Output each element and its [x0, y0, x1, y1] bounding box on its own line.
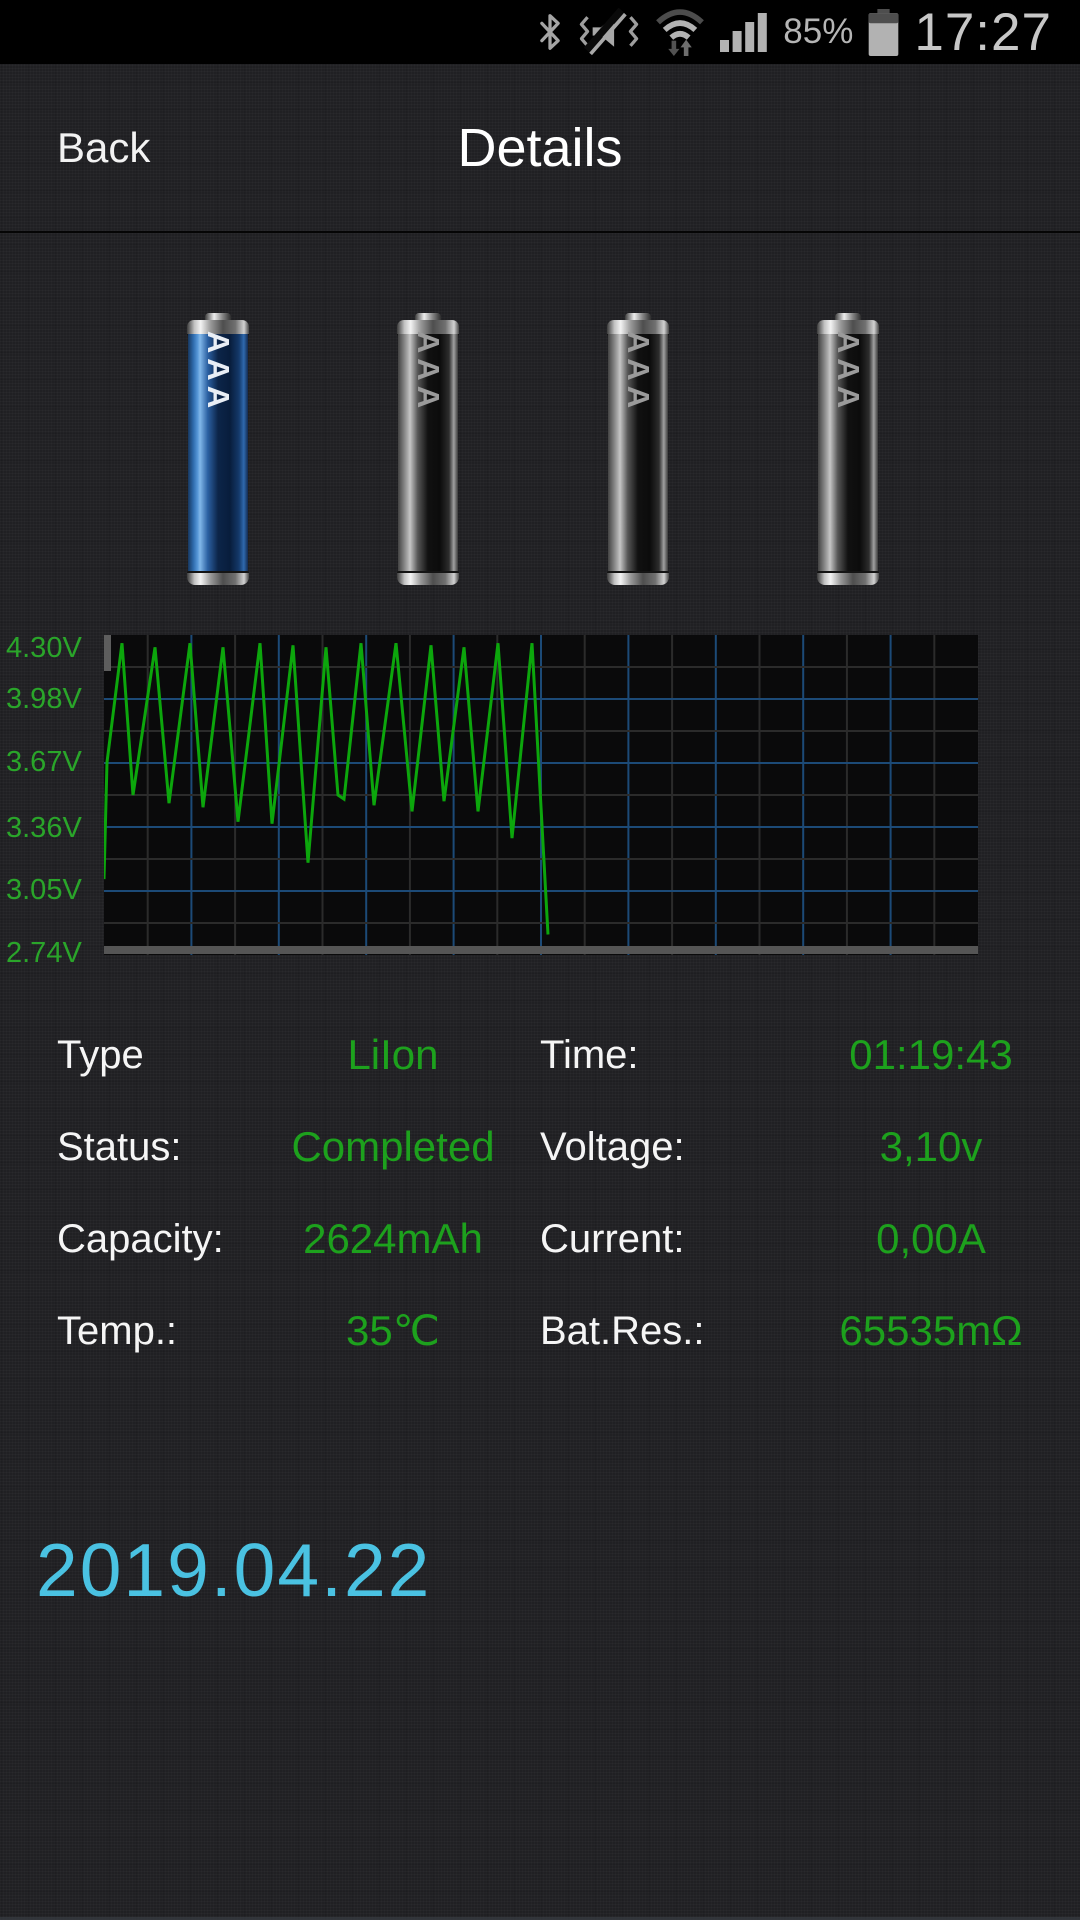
battery-slot-1[interactable]: AAA [187, 313, 249, 585]
battery-terminal [835, 313, 861, 323]
info-value: 2624mAh [303, 1215, 483, 1262]
signal-strength-icon [720, 13, 768, 52]
battery-body [818, 334, 878, 573]
info-value: 3,10v [879, 1123, 983, 1170]
y-tick-label: 3.98V [6, 683, 82, 715]
chart-vertical-scrollbar[interactable] [104, 635, 111, 671]
info-label: Capacity: [57, 1217, 224, 1261]
battery-body [188, 334, 248, 573]
clock: 17:27 [914, 2, 1052, 62]
y-tick-label: 3.36V [6, 812, 82, 844]
battery-cap-bottom [397, 571, 459, 585]
header: Back Details [0, 64, 1080, 232]
bluetooth-icon [540, 14, 561, 50]
header-divider [0, 231, 1080, 233]
y-tick-label: 3.05V [6, 874, 82, 906]
info-value: 35℃ [346, 1307, 440, 1354]
voltage-chart-svg [104, 635, 978, 955]
battery-terminal [205, 313, 231, 323]
back-button[interactable]: Back [57, 124, 151, 171]
battery-cap-bottom [607, 571, 669, 585]
battery-slot-2[interactable]: AAA [397, 313, 459, 585]
battery-terminal [415, 313, 441, 323]
chart-horizontal-scrollbar[interactable] [104, 946, 978, 954]
battery-cap-bottom [817, 571, 879, 585]
battery-aaa-label: AAA [831, 330, 866, 414]
info-value: 01:19:43 [849, 1031, 1013, 1078]
record-date: 2019.04.22 [36, 1528, 432, 1612]
y-tick-label: 4.30V [6, 632, 82, 664]
battery-icon [869, 8, 899, 56]
page-title: Details [457, 118, 623, 178]
info-label: Current: [540, 1217, 685, 1261]
battery-slot-4[interactable]: AAA [817, 313, 879, 585]
info-label: Bat.Res.: [540, 1309, 705, 1353]
info-value: 65535mΩ [839, 1307, 1023, 1354]
info-label: Type [57, 1033, 144, 1077]
chart-plot[interactable] [104, 635, 978, 955]
info-value: LiIon [347, 1031, 439, 1078]
battery-slot-3[interactable]: AAA [607, 313, 669, 585]
battery-aaa-label: AAA [411, 330, 446, 414]
battery-body [398, 334, 458, 573]
battery-terminal [625, 313, 651, 323]
info-label: Time: [540, 1033, 639, 1077]
y-tick-label: 2.74V [6, 937, 82, 969]
info-label: Voltage: [540, 1125, 685, 1169]
info-value: Completed [291, 1123, 495, 1170]
battery-aaa-label: AAA [201, 330, 236, 414]
battery-aaa-label: AAA [621, 330, 656, 414]
battery-cap-bottom [187, 571, 249, 585]
info-label: Temp.: [57, 1309, 178, 1353]
status-bar: 85% 17:27 [0, 0, 1080, 64]
wifi-icon [656, 9, 705, 56]
info-label: Status: [57, 1125, 182, 1169]
mute-vibrate-icon [580, 8, 639, 56]
y-tick-label: 3.67V [6, 746, 82, 778]
info-value: 0,00A [876, 1215, 986, 1262]
battery-body [608, 334, 668, 573]
bottom-edge [0, 1917, 1080, 1920]
battery-percent: 85% [783, 12, 854, 51]
